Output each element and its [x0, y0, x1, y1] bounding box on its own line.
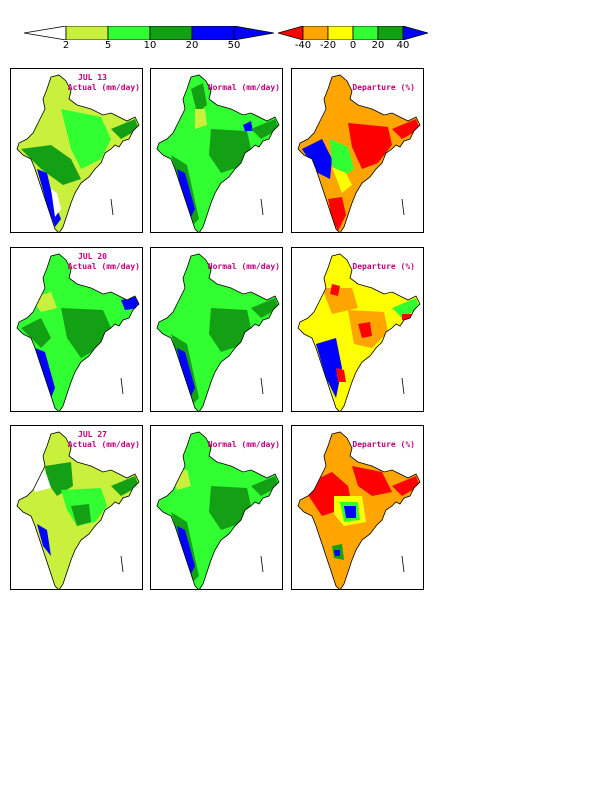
departure-colorbar-labels: -40 -20 0 20 40	[278, 40, 428, 54]
rainfall-tick: 2	[62, 40, 70, 51]
map-actual-row1: JUL 13 Actual (mm/day)	[10, 68, 143, 233]
departure-tick: -20	[319, 40, 337, 51]
panel-date: JUL 27	[78, 430, 107, 439]
map-departure-row3: Departure (%)	[291, 425, 424, 590]
panel-label-departure: Departure (%)	[352, 440, 415, 449]
panel-label-normal: Normal (mm/day)	[207, 83, 280, 92]
panel-label-actual: Actual (mm/day)	[67, 83, 140, 92]
rainfall-tick: 20	[185, 40, 199, 51]
map-departure-row1: Departure (%)	[291, 68, 424, 233]
departure-tick: 20	[371, 40, 385, 51]
panel-date: JUL 13	[78, 73, 107, 82]
panel-label-normal: Normal (mm/day)	[207, 262, 280, 271]
map-normal-row2: Normal (mm/day)	[150, 247, 283, 412]
map-normal-row3: Normal (mm/day)	[150, 425, 283, 590]
map-departure-row2: Departure (%)	[291, 247, 424, 412]
map-actual-row2: JUL 20 Actual (mm/day)	[10, 247, 143, 412]
rainfall-colorbar	[24, 26, 274, 40]
panel-label-departure: Departure (%)	[352, 262, 415, 271]
departure-tick: 40	[396, 40, 410, 51]
rainfall-tick: 5	[104, 40, 112, 51]
map-normal-row1: Normal (mm/day)	[150, 68, 283, 233]
panel-label-actual: Actual (mm/day)	[67, 440, 140, 449]
panel-label-departure: Departure (%)	[352, 83, 415, 92]
departure-tick: -40	[294, 40, 312, 51]
panel-label-actual: Actual (mm/day)	[67, 262, 140, 271]
departure-colorbar	[278, 26, 428, 40]
panel-label-normal: Normal (mm/day)	[207, 440, 280, 449]
departure-tick: 0	[349, 40, 357, 51]
rainfall-colorbar-labels: 2 5 10 20 50	[24, 40, 274, 54]
panel-date: JUL 20	[78, 252, 107, 261]
map-actual-row3: JUL 27 Actual (mm/day)	[10, 425, 143, 590]
rainfall-tick: 10	[143, 40, 157, 51]
rainfall-tick: 50	[227, 40, 241, 51]
